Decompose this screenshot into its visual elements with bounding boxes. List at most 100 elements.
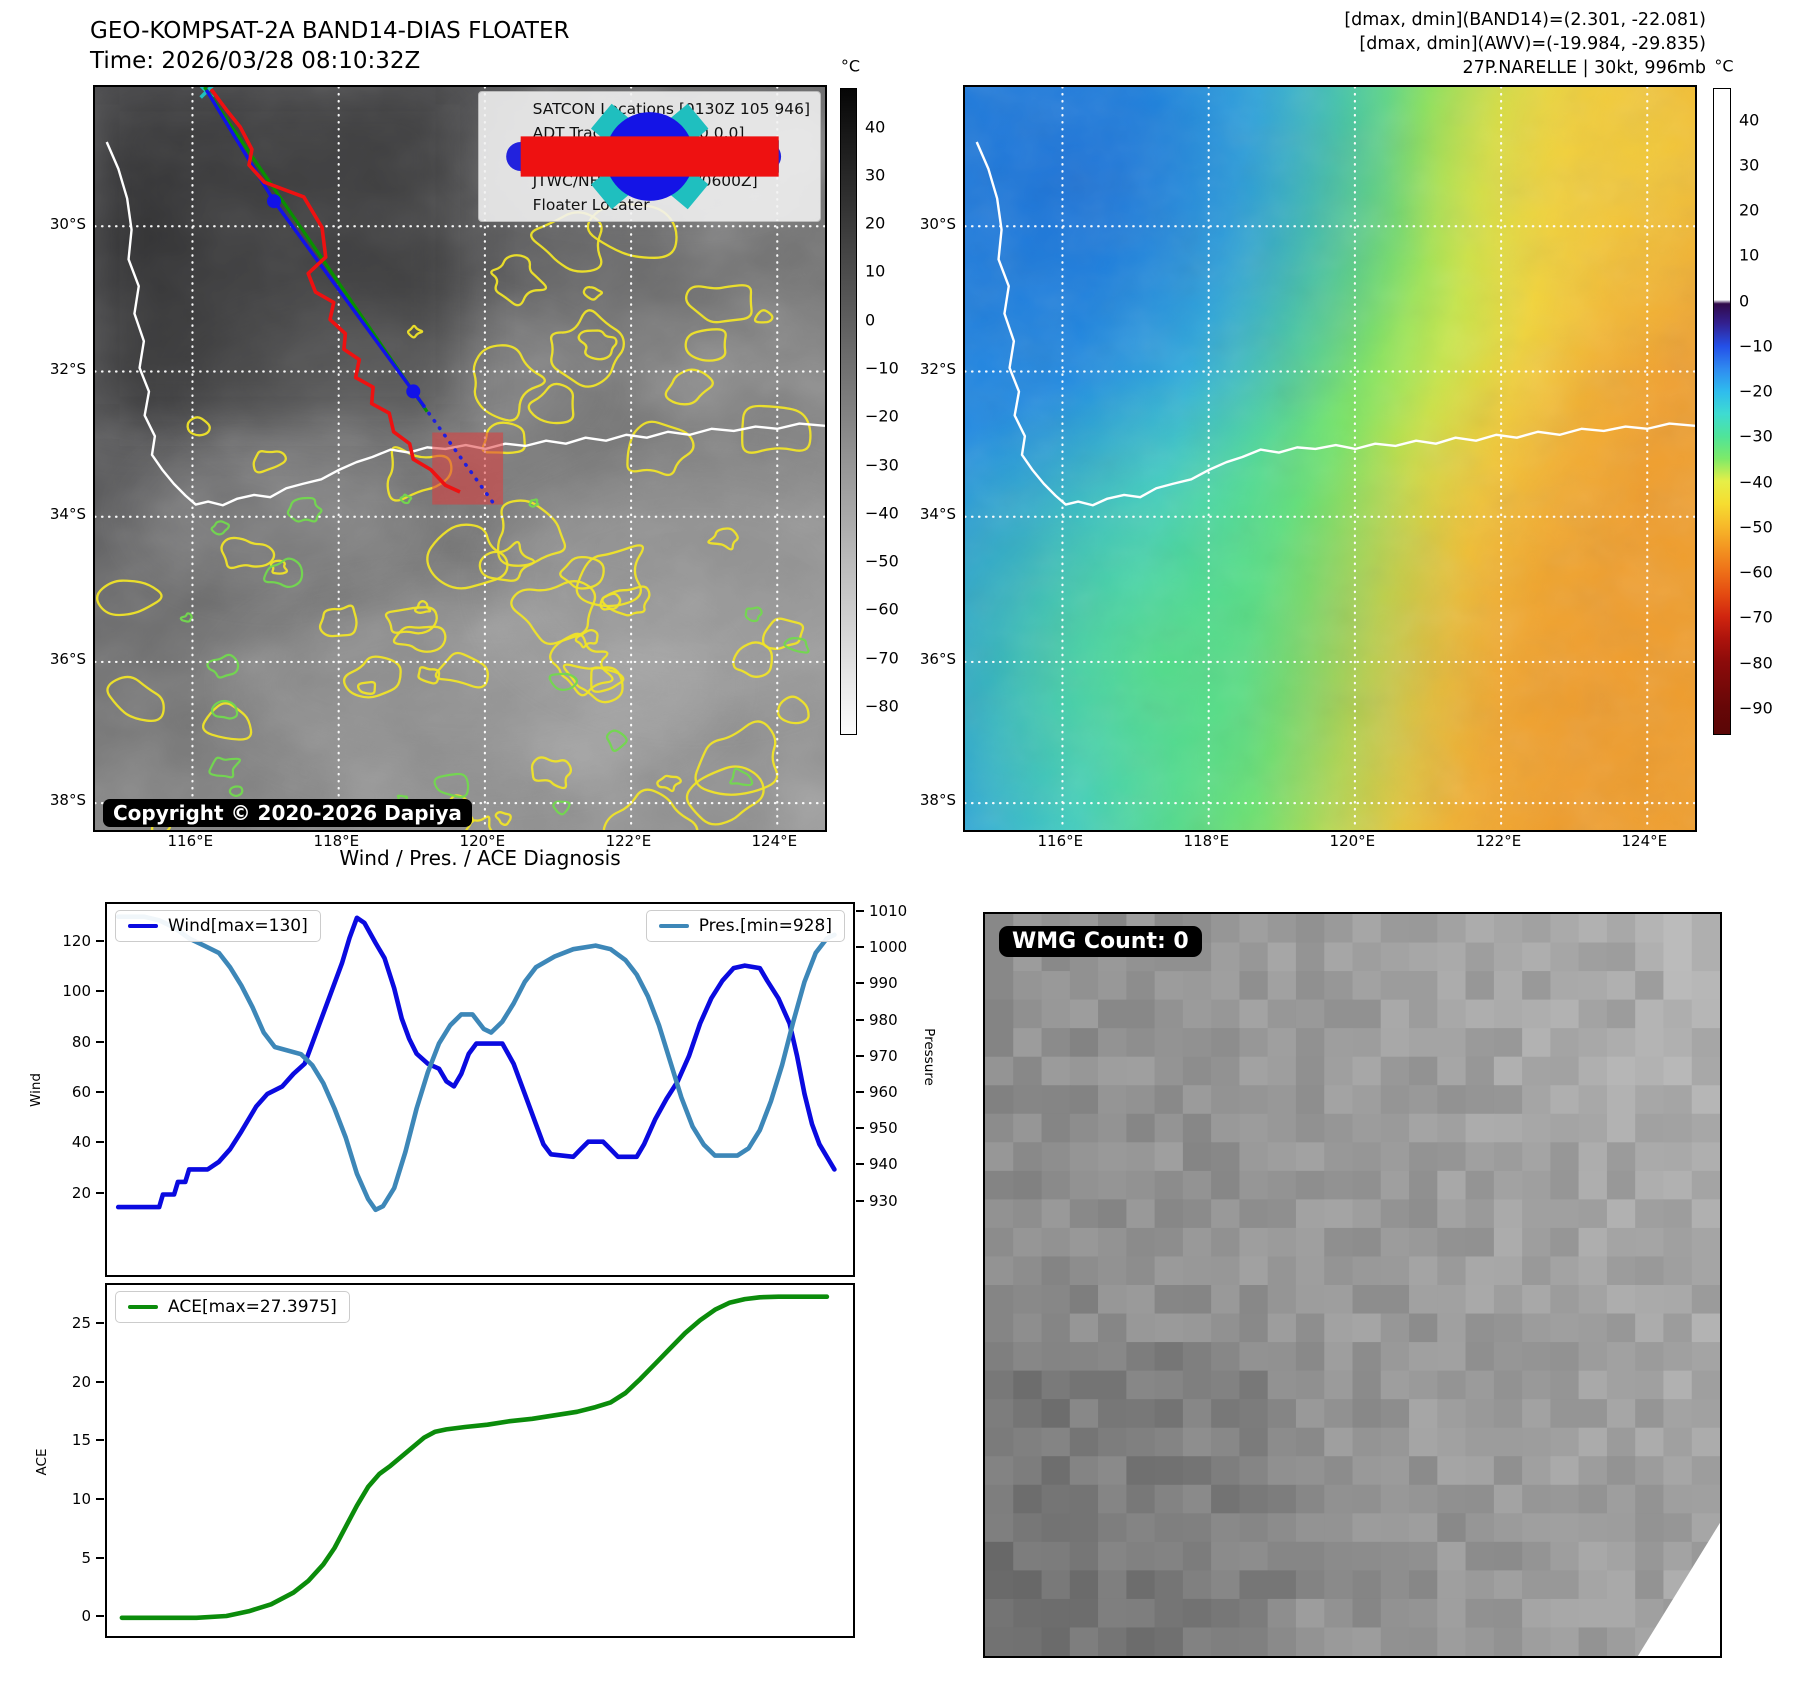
wind-tick-label: 40	[71, 1133, 91, 1152]
wmg-pixel-block	[1550, 1484, 1580, 1514]
wmg-pixel-block	[1578, 1227, 1608, 1258]
wmg-pixel-block	[1550, 1427, 1580, 1457]
ir-contour-yellow	[656, 774, 682, 793]
wmg-pixel-block	[985, 1056, 1014, 1086]
wmg-pixel-block	[1606, 1113, 1636, 1143]
wmg-pixel-block	[1352, 1370, 1382, 1400]
wmg-pixel-block	[1069, 1370, 1099, 1400]
wmg-pixel-block	[1098, 1085, 1127, 1115]
ir-contour-yellow	[318, 604, 358, 638]
wmg-pixel-block	[1522, 1627, 1551, 1656]
wmg-pixel-block	[1352, 1256, 1382, 1286]
wmg-pixel-block	[1409, 1570, 1438, 1600]
wmg-pixel-block	[1239, 1199, 1269, 1229]
wmg-pixel-block	[1437, 1570, 1467, 1600]
wmg-pixel-block	[1635, 1199, 1665, 1229]
wmg-pixel-block	[1182, 1142, 1212, 1172]
ir-enhanced-map	[963, 85, 1697, 832]
cbar-right-tick-label: −10	[1739, 336, 1773, 356]
wmg-pixel-block	[1126, 1285, 1156, 1315]
wmg-pixel-block	[1324, 1598, 1354, 1629]
wmg-pixel-block	[1324, 942, 1354, 972]
ace-tick-label: 15	[71, 1431, 91, 1450]
wmg-pixel-block	[1324, 1627, 1354, 1656]
wmg-pixel-block	[1437, 1199, 1467, 1229]
wmg-pixel-block	[1550, 914, 1580, 944]
wmg-pixel-block	[1522, 1370, 1551, 1400]
wmg-pixel-block	[1352, 1570, 1382, 1600]
ir-contour-green	[208, 756, 242, 779]
wmg-pixel-block	[1635, 1028, 1665, 1058]
wmg-pixel-block	[1465, 1313, 1495, 1343]
wmg-pixel-block	[1069, 1570, 1099, 1600]
wmg-pixel-block	[1550, 1085, 1580, 1115]
wmg-pixel-block	[1239, 1513, 1269, 1543]
wmg-pixel-block	[1493, 971, 1523, 1001]
wmg-pixel-block	[1041, 1342, 1071, 1372]
cbar-right-unit-label: °C	[1714, 56, 1734, 76]
wmg-pixel-block	[1352, 1285, 1382, 1315]
ir-contour-yellow	[574, 628, 599, 649]
ir-contour-yellow	[575, 544, 644, 608]
wmg-pixel-block	[1606, 1484, 1636, 1514]
wmg-pixel-block	[1437, 1085, 1467, 1115]
wmg-pixel-block	[1352, 1484, 1382, 1514]
pressure-tick-label: 970	[869, 1046, 898, 1065]
wmg-pixel-block	[1550, 971, 1580, 1001]
wmg-pixel-block	[1324, 1456, 1354, 1486]
wmg-pixel-block	[1380, 1456, 1410, 1486]
wmg-pixel-block	[1126, 1456, 1156, 1486]
wmg-pixel-block	[1522, 1399, 1551, 1429]
wmg-pixel-block	[1182, 1028, 1212, 1058]
wmg-pixel-block	[1098, 1256, 1127, 1286]
wmg-pixel-block	[1578, 1170, 1608, 1200]
cbar-right-tick-label: −90	[1739, 698, 1773, 718]
wmg-pixel-block	[1295, 1113, 1325, 1143]
wmg-pixel-block	[1409, 1513, 1438, 1543]
wmg-pixel-block	[1267, 1256, 1297, 1286]
wmg-pixel-block	[1380, 1113, 1410, 1143]
wmg-pixel-block	[1154, 1399, 1184, 1429]
wmg-pixel-block	[1267, 1427, 1297, 1457]
wmg-pixel-block	[1211, 1285, 1240, 1315]
wmg-pixel-block	[1041, 1598, 1071, 1629]
wmg-pixel-block	[1013, 1285, 1043, 1315]
wmg-pixel-block	[1352, 1313, 1382, 1343]
wmg-pixel-block	[1069, 1142, 1099, 1172]
wmg-pixel-block	[1465, 1342, 1495, 1372]
wmg-pixel-block	[1437, 1285, 1467, 1315]
wmg-pixel-block	[1267, 1541, 1297, 1571]
wmg-pixel-block	[1041, 1513, 1071, 1543]
wmg-pixel-block	[1041, 1627, 1071, 1656]
wmg-pixel-block	[1352, 1427, 1382, 1457]
wmg-pixel-block	[1098, 1427, 1127, 1457]
page-timestamp: Time: 2026/03/28 08:10:32Z	[90, 48, 421, 74]
pressure-tickmark	[856, 910, 864, 913]
wmg-pixel-block	[1578, 1085, 1608, 1115]
wmg-pixel-block	[1182, 1456, 1212, 1486]
wmg-pixel-block	[1352, 914, 1382, 944]
jtwc-track-point	[266, 194, 282, 209]
ir-contour-yellow	[472, 344, 546, 422]
wmg-pixel-block	[1267, 1227, 1297, 1258]
wmg-pixel-block	[1606, 1142, 1636, 1172]
ir-contour-yellow	[685, 765, 765, 826]
wmg-pixel-block	[1352, 1513, 1382, 1543]
jtwc-forecast-dotted-line	[411, 389, 499, 510]
wmg-pixel-block	[1437, 1427, 1467, 1457]
wmg-pixel-block	[985, 1313, 1014, 1343]
wmg-pixel-block	[985, 1028, 1014, 1058]
wmg-pixel-block	[1126, 1570, 1156, 1600]
wmg-pixel-block	[1126, 1170, 1156, 1200]
wmg-pixel-block	[1041, 1570, 1071, 1600]
wind-tick-label: 20	[71, 1183, 91, 1202]
wmg-pixel-block	[1409, 1113, 1438, 1143]
wmg-pixel-block	[1663, 1285, 1693, 1315]
wmg-pixel-block	[1493, 1370, 1523, 1400]
ir-contour-yellow	[684, 328, 727, 362]
coastline	[975, 141, 1695, 507]
wmg-pixel-block	[1380, 1170, 1410, 1200]
wmg-pixel-block	[1409, 1142, 1438, 1172]
wmg-pixel-block	[1324, 1541, 1354, 1571]
wmg-pixel-block	[1691, 971, 1720, 1001]
